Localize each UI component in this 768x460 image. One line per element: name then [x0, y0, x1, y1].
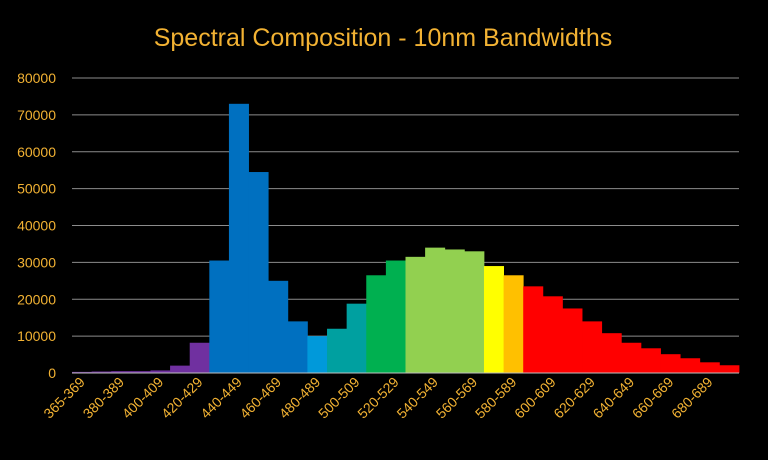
bar-550-559 — [444, 249, 465, 373]
bar-640-649 — [621, 342, 642, 373]
y-tick-label: 80000 — [17, 70, 56, 86]
x-tick-label: 580-589 — [472, 374, 520, 422]
x-tick-label: 480-489 — [276, 374, 324, 422]
bar-365-369 — [72, 371, 93, 373]
y-tick-label: 70000 — [17, 107, 56, 123]
bar-380-389 — [111, 371, 132, 373]
bar-430-439 — [209, 260, 230, 373]
bar-470-479 — [287, 321, 308, 374]
bar-420-429 — [189, 342, 210, 373]
x-tick-label: 600-609 — [511, 374, 559, 422]
bar-480-489 — [307, 336, 328, 374]
chart-title: Spectral Composition - 10nm Bandwidths — [154, 24, 613, 52]
bar-440-449 — [228, 103, 249, 373]
x-tick-label: 420-429 — [158, 374, 206, 422]
bar-450-459 — [248, 172, 269, 373]
bar-390-399 — [130, 371, 151, 373]
bar-500-509 — [346, 303, 367, 373]
x-tick-label: 540-549 — [393, 374, 441, 422]
x-tick-label: 520-529 — [354, 374, 402, 422]
y-tick-label: 40000 — [17, 218, 56, 234]
bar-370-379 — [91, 371, 112, 373]
x-tick-label: 680-689 — [668, 374, 716, 422]
bar-460-469 — [268, 280, 289, 373]
x-tick-label: 500-509 — [315, 374, 363, 422]
bar-580-589 — [503, 275, 524, 373]
x-tick-label: 660-669 — [629, 374, 677, 422]
bar-620-629 — [582, 321, 603, 374]
bar-600-609 — [542, 296, 563, 373]
x-tick-label: 380-389 — [80, 374, 128, 422]
bar-670-679 — [680, 358, 701, 373]
x-tick-label: 560-569 — [433, 374, 481, 422]
bar-590-599 — [523, 286, 544, 373]
bar-650-659 — [640, 348, 661, 373]
x-axis-ticks: 365-369380-389400-409420-429440-449460-4… — [40, 374, 716, 422]
bar-520-529 — [385, 260, 406, 373]
x-tick-label: 640-649 — [590, 374, 638, 422]
y-tick-label: 50000 — [17, 181, 56, 197]
y-tick-label: 10000 — [17, 328, 56, 344]
bar-660-669 — [660, 354, 681, 373]
bars — [72, 103, 740, 374]
x-tick-label: 440-449 — [197, 374, 245, 422]
x-tick-label: 460-469 — [236, 374, 284, 422]
bar-530-539 — [405, 256, 426, 373]
bar-570-579 — [483, 266, 504, 373]
bar-630-639 — [601, 333, 622, 373]
bar-400-409 — [150, 370, 171, 373]
y-axis-ticks: 0 10000 20000 30000 40000 50000 60000 70000 8000… — [17, 70, 56, 381]
x-tick-label: 620-629 — [550, 374, 598, 422]
bar-560-569 — [464, 251, 485, 373]
bar-510-519 — [366, 275, 387, 373]
y-tick-label: 0 — [48, 365, 56, 381]
y-tick-label: 60000 — [17, 144, 56, 160]
bar-490-499 — [327, 328, 348, 373]
x-tick-label: 400-409 — [119, 374, 167, 422]
bar-680-689 — [699, 362, 720, 373]
bar-690-699 — [719, 365, 740, 373]
y-tick-label: 20000 — [17, 291, 56, 307]
bar-410-419 — [170, 365, 191, 374]
bar-540-549 — [425, 247, 446, 374]
bar-610-619 — [562, 308, 583, 373]
y-tick-label: 30000 — [17, 254, 56, 270]
